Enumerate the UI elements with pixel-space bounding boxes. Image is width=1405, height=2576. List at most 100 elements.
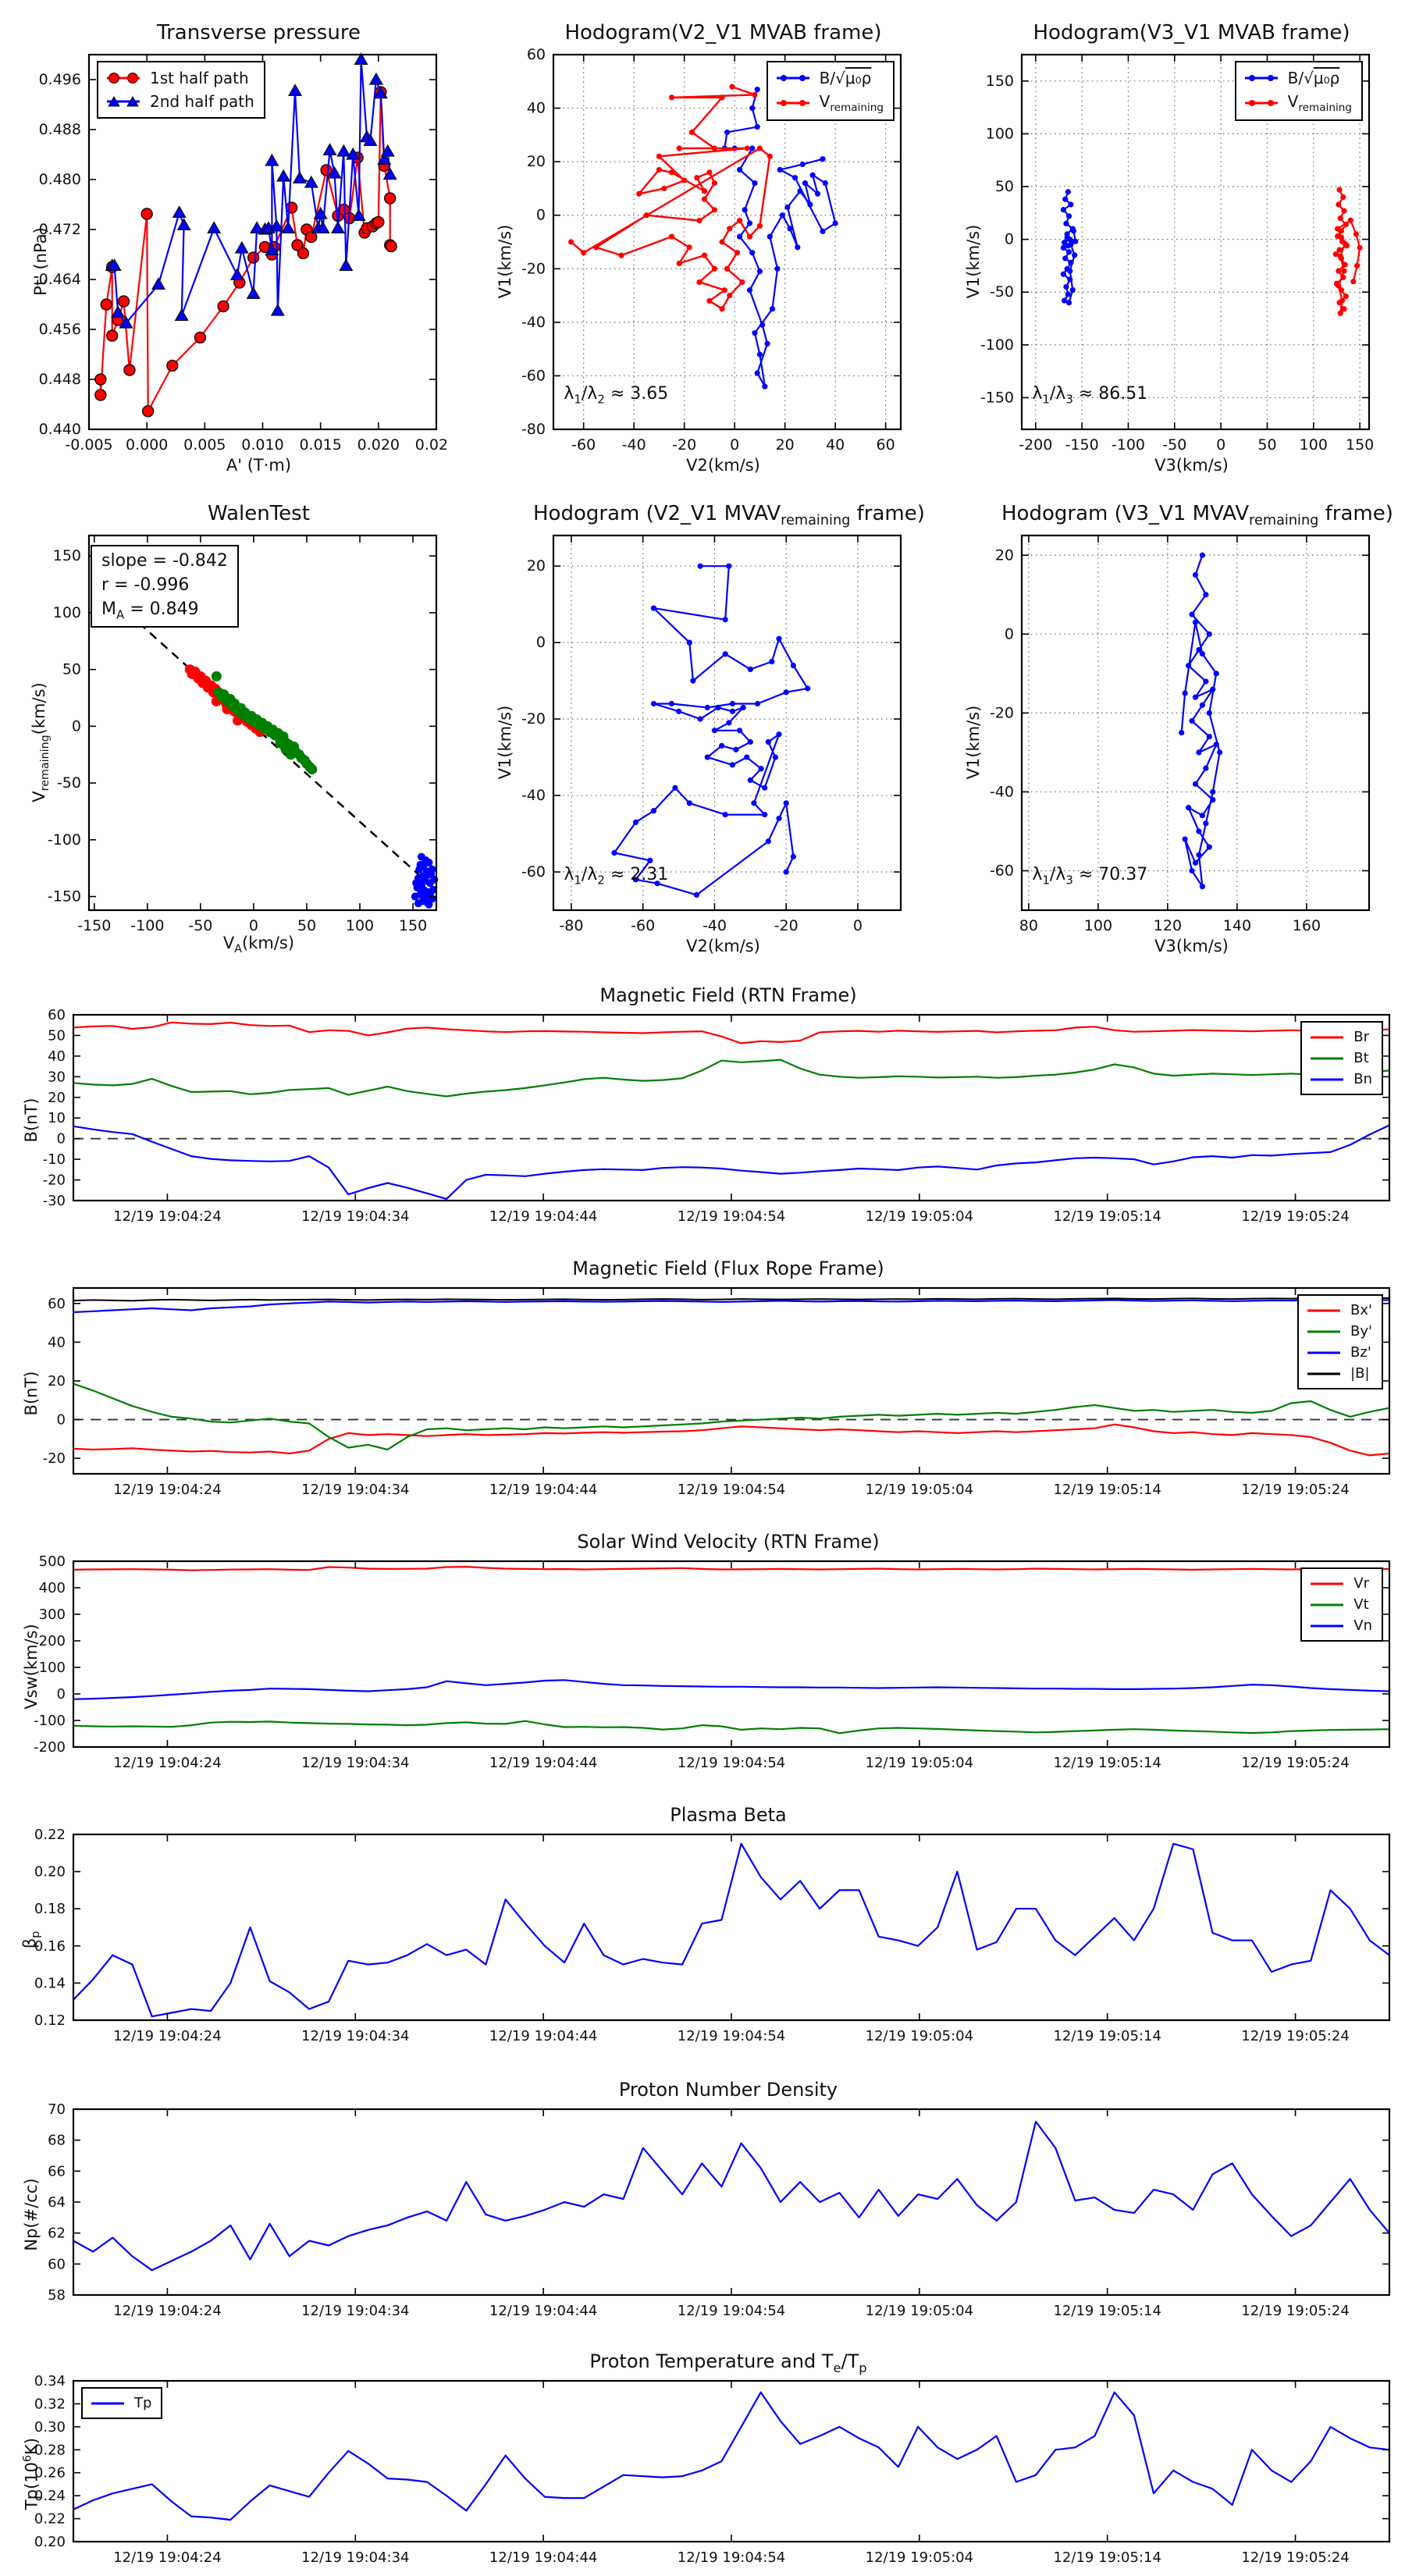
svg-text:0.496: 0.496 [39,71,81,88]
legend-label: B/√μ₀ρ [819,69,872,87]
legend: Bx' By' Bz' |B| [1297,1294,1383,1389]
plot-area: -150 -100 -50 0 50 100 150 -150 -100 -50 0 50 100 150… [23,528,449,957]
svg-text:-150: -150 [1065,436,1099,454]
svg-text:-80: -80 [559,917,583,934]
y-axis-label: V1(km/s) [496,705,514,780]
svg-text:12/19 19:04:54: 12/19 19:04:54 [678,2028,785,2044]
y-axis-label: Tp(106K) [21,2437,41,2510]
svg-text:12/19 19:04:54: 12/19 19:04:54 [678,1482,785,1498]
svg-text:20: 20 [995,546,1014,564]
x-axis-label: V2(km/s) [686,456,760,475]
svg-text:100: 100 [39,1660,66,1676]
svg-text:12/19 19:05:24: 12/19 19:05:24 [1241,1208,1349,1225]
x-axis-label: V3(km/s) [1154,456,1229,475]
svg-text:12/19 19:04:54: 12/19 19:04:54 [678,2303,785,2319]
legend-entry: Vr [1308,1573,1372,1594]
legend-entry: 1st half path [105,66,254,90]
svg-text:-200: -200 [34,1739,66,1756]
svg-text:12/19 19:04:44: 12/19 19:04:44 [489,2549,597,2566]
legend-label: Bn [1353,1071,1372,1087]
svg-text:20: 20 [776,436,795,454]
svg-text:0.456: 0.456 [39,321,81,338]
chart-title: WalenTest [208,502,310,525]
svg-text:-50: -50 [1162,436,1186,454]
svg-text:150: 150 [53,547,81,564]
svg-text:12/19 19:04:24: 12/19 19:04:24 [113,2028,221,2044]
svg-text:150: 150 [1346,436,1374,454]
x-axis-label: A' (T·m) [226,456,292,475]
walen-test-chart: WalenTest -150 -100 -50 0 50 100 150 -150 -100 -5… [23,498,449,957]
svg-text:12/19 19:05:24: 12/19 19:05:24 [1241,2028,1349,2044]
svg-text:-100: -100 [130,917,164,934]
svg-text:0.26: 0.26 [34,2465,66,2482]
svg-text:12/19 19:05:24: 12/19 19:05:24 [1241,2549,1349,2566]
svg-text:70: 70 [48,2101,66,2118]
legend: B/√μ₀ρ Vremaining [766,61,895,122]
chart-title: Plasma Beta [670,1804,787,1826]
legend: Tp [81,2387,163,2419]
svg-text:12/19 19:05:24: 12/19 19:05:24 [1241,1482,1349,1498]
walen-stats-box: slope = -0.842 r = -0.996 MA = 0.849 [91,545,239,628]
svg-text:0.464: 0.464 [39,271,81,288]
y-axis-label: Pt' (nPa) [31,227,50,296]
svg-text:12/19 19:04:24: 12/19 19:04:24 [113,1208,221,1225]
y-axis-label: V1(km/s) [964,705,983,780]
eigenvalue-ratio-annotation: λ1/λ2 ≈ 2.31 [564,865,669,888]
svg-text:100: 100 [346,917,374,934]
svg-text:20: 20 [527,557,546,575]
svg-text:0.16: 0.16 [34,1938,66,1955]
svg-text:50: 50 [995,178,1014,195]
svg-text:-100: -100 [48,831,81,849]
legend-entry: Vt [1308,1594,1372,1615]
svg-text:0.14: 0.14 [34,1975,66,1991]
legend-entry: Bt [1308,1048,1372,1069]
svg-text:62: 62 [48,2226,66,2242]
svg-text:12/19 19:05:14: 12/19 19:05:14 [1053,2303,1161,2319]
svg-text:12/19 19:04:24: 12/19 19:04:24 [113,2549,221,2566]
chart-title: Hodogram(V2_V1 MVAB frame) [564,21,882,44]
svg-text:0.24: 0.24 [34,2488,66,2504]
svg-text:0.34: 0.34 [34,2373,66,2389]
svg-text:12/19 19:04:34: 12/19 19:04:34 [301,2549,409,2566]
svg-text:12/19 19:04:24: 12/19 19:04:24 [113,2303,221,2319]
plot-area: -200 -150 -100 -50 0 50 100 150 -150 -100 -50 0 50 10… [956,47,1382,476]
chart-title: Proton Temperature and Te/Tp [589,2350,867,2375]
svg-text:12/19 19:05:14: 12/19 19:05:14 [1053,2028,1161,2044]
svg-text:0: 0 [536,207,546,224]
svg-text:30: 30 [48,1069,66,1085]
svg-text:12/19 19:04:44: 12/19 19:04:44 [489,1755,597,1771]
svg-text:12/19 19:04:44: 12/19 19:04:44 [489,2303,597,2319]
svg-text:-30: -30 [43,1193,66,1209]
svg-text:300: 300 [39,1606,66,1623]
svg-text:-20: -20 [774,917,799,934]
svg-text:12/19 19:04:34: 12/19 19:04:34 [301,1755,409,1771]
svg-text:0.12: 0.12 [34,2012,66,2029]
plot-area: -60 -40 -20 0 20 40 60 -80 -60 -40 -20 0 20 40 60 V2(km… [488,47,913,476]
svg-text:-100: -100 [1112,436,1145,454]
legend-entry: B/√μ₀ρ [774,66,884,90]
legend-label: Vremaining [1287,92,1352,114]
hodogram-v3v1-mvav-chart: Hodogram (V3_V1 MVAVremaining frame) 80 1… [956,498,1393,957]
svg-text:0.480: 0.480 [39,171,81,188]
svg-text:12/19 19:05:14: 12/19 19:05:14 [1053,1208,1161,1225]
y-axis-label: B(nT) [22,1371,41,1416]
legend-label: By' [1350,1323,1372,1340]
plot-area: 80 100 120 140 160 -60 -40 -20 0 20 V3(km/s) V1(km/… [956,528,1382,957]
svg-text:60: 60 [48,1296,66,1312]
svg-text:12/19 19:04:44: 12/19 19:04:44 [489,1482,597,1498]
legend-entry: Vn [1308,1615,1372,1636]
svg-text:0.020: 0.020 [357,436,400,454]
chart-title: Hodogram(V3_V1 MVAB frame) [1033,21,1350,44]
svg-text:0.20: 0.20 [34,1864,66,1880]
svg-text:-20: -20 [43,1450,66,1467]
svg-text:12/19 19:05:04: 12/19 19:05:04 [866,1755,973,1771]
y-axis-label: Vremaining(km/s) [29,682,52,802]
svg-text:12/19 19:04:44: 12/19 19:04:44 [489,2028,597,2044]
svg-text:80: 80 [1019,917,1038,934]
svg-text:0: 0 [249,917,258,934]
svg-text:12/19 19:05:04: 12/19 19:05:04 [866,2028,973,2044]
svg-text:12/19 19:04:54: 12/19 19:04:54 [678,2549,785,2566]
svg-text:-60: -60 [521,367,546,384]
svg-text:-60: -60 [990,862,1014,879]
legend: 1st half path 2nd half path [97,61,265,119]
